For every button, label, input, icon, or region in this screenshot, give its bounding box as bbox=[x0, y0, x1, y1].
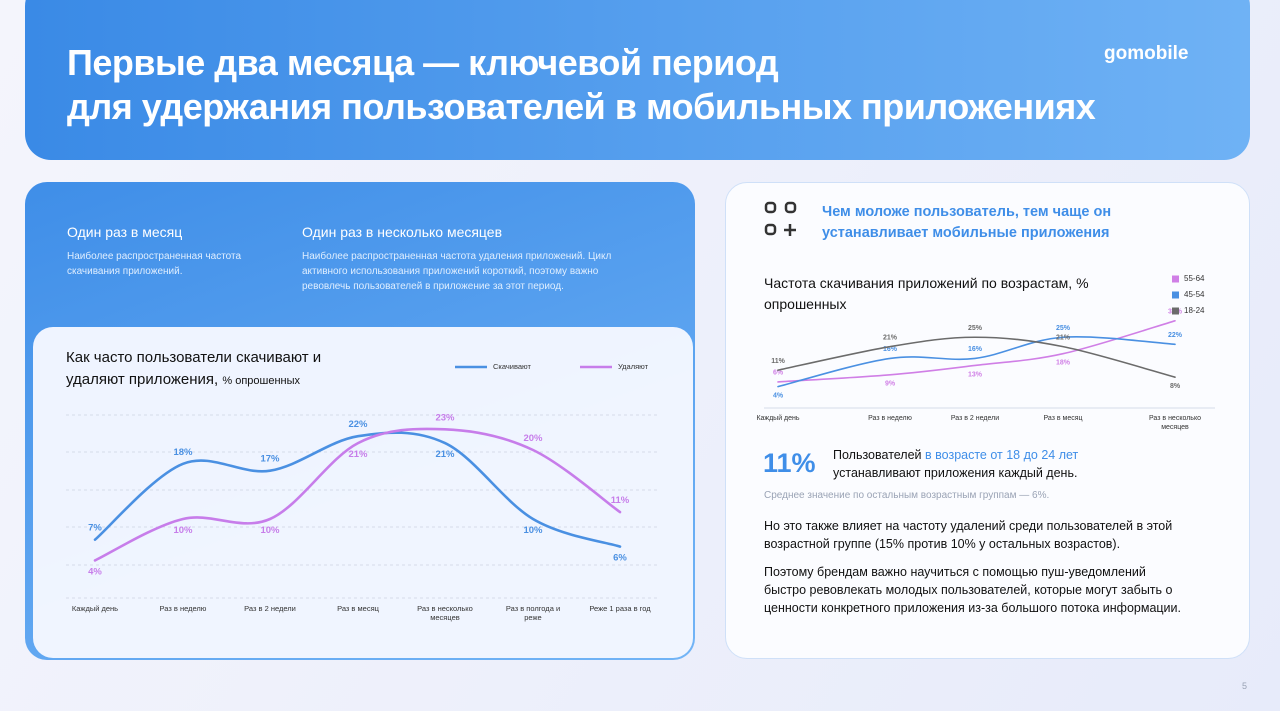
x-tick-label: Раз в несколько месяцев bbox=[1149, 415, 1201, 431]
brand: gomobile bbox=[1104, 43, 1189, 64]
value-label: 21% bbox=[435, 449, 455, 460]
line bbox=[93, 427, 622, 562]
legend-label: 45-54 bbox=[1184, 290, 1205, 299]
x-tick-label: Каждый день bbox=[71, 604, 119, 613]
block-title: Один раз в несколько месяцев bbox=[302, 224, 503, 240]
grid bbox=[66, 414, 660, 599]
value-label: 10% bbox=[260, 525, 280, 536]
legend-swatch bbox=[1172, 291, 1179, 299]
legend-swatch bbox=[1172, 307, 1179, 315]
x-tick-label: Раз в неделю bbox=[868, 415, 912, 422]
chart-title: Как часто пользователи скачивают и удаля… bbox=[66, 347, 366, 392]
x-tick-label: Раз в неделю bbox=[159, 604, 207, 613]
stat-text-end: устанавливают приложения каждый день. bbox=[833, 466, 1078, 480]
title: Первые два месяца — ключевой период bbox=[67, 42, 779, 83]
chart-title-text: Частота скачивания приложений по возраст… bbox=[764, 275, 1073, 291]
value-label: 22% bbox=[348, 419, 368, 430]
value-label: 21% bbox=[883, 334, 898, 341]
value-label: 16% bbox=[883, 346, 898, 353]
line bbox=[777, 336, 1176, 388]
x-tick-label: Раз в 2 недели bbox=[244, 604, 296, 613]
value-label: 20% bbox=[523, 433, 543, 444]
value-label: 18% bbox=[1056, 360, 1071, 367]
paragraph: Но это также влияет на частоту удалений … bbox=[764, 519, 1173, 551]
x-tick-label: Реже 1 раза в год bbox=[589, 604, 651, 613]
x-tick-label: Раз в месяц bbox=[1043, 415, 1083, 422]
page-number: 5 bbox=[1242, 681, 1248, 691]
value-label: 8% bbox=[1170, 383, 1181, 390]
block-text: Наиболее распространенная частота скачив… bbox=[67, 251, 242, 277]
value-label: 13% bbox=[968, 371, 983, 378]
note: Среднее значение по остальным возрастным… bbox=[764, 490, 1050, 501]
paragraph: Поэтому брендам важно научиться с помощь… bbox=[764, 565, 1181, 615]
value-label: 25% bbox=[1056, 325, 1071, 332]
legend-label: 18-24 bbox=[1184, 306, 1205, 315]
value-label: 25% bbox=[968, 325, 983, 332]
legend-label: Удаляют bbox=[618, 362, 649, 371]
x-tick-label: Каждый день bbox=[756, 415, 800, 422]
value-label: 7% bbox=[88, 523, 102, 534]
value-label: 6% bbox=[773, 370, 784, 377]
stat-text-start: Пользователей bbox=[833, 448, 922, 462]
value-label: 23% bbox=[435, 412, 455, 423]
header bbox=[25, 0, 1250, 160]
x-tick-label: Раз в несколько месяцев bbox=[417, 604, 473, 622]
value-label: 4% bbox=[88, 566, 102, 577]
value-label: 17% bbox=[260, 454, 280, 465]
legend-label: Скачивают bbox=[493, 362, 531, 371]
value-label: 6% bbox=[613, 553, 627, 564]
value-label: 16% bbox=[968, 346, 983, 353]
legend-label: 55-64 bbox=[1184, 274, 1205, 283]
value-label: 11% bbox=[771, 358, 785, 365]
x-tick-label: Раз в полгода и реже bbox=[505, 604, 561, 622]
block-text: Наиболее распространенная частота удален… bbox=[302, 251, 612, 292]
right-card bbox=[725, 182, 1250, 659]
value-label: 21% bbox=[348, 449, 368, 460]
stat-text: Пользователей в возрасте от 18 до 24 лет… bbox=[833, 446, 1133, 482]
legend-swatch bbox=[1172, 275, 1179, 283]
value-label: 18% bbox=[173, 447, 193, 458]
x-tick-label: Раз в месяц bbox=[337, 604, 379, 613]
value-label: 22% bbox=[1168, 332, 1183, 339]
value-label: 21% bbox=[1056, 334, 1071, 341]
value-label: 10% bbox=[523, 525, 543, 536]
chart-title: Частота скачивания приложений по возраст… bbox=[764, 273, 1114, 315]
headline: Чем моложе пользователь, тем чаще он уст… bbox=[822, 204, 1112, 241]
stat-highlight: в возрасте от 18 до 24 лет bbox=[925, 448, 1079, 462]
line bbox=[777, 336, 1176, 378]
line bbox=[93, 431, 622, 548]
chart-title-text: Как часто пользователи скачивают и удаля… bbox=[66, 349, 322, 388]
stat: 11% bbox=[763, 448, 816, 478]
value-label: 4% bbox=[773, 392, 784, 399]
chart-subtitle: % опрошенных bbox=[764, 275, 1089, 312]
block-title: Один раз в месяц bbox=[67, 224, 183, 240]
chart-subtitle: % опрошенных bbox=[222, 375, 301, 387]
icon bbox=[764, 201, 797, 236]
title: для удержания пользователей в мобильных … bbox=[67, 86, 1096, 127]
value-label: 9% bbox=[885, 381, 896, 388]
line bbox=[777, 320, 1176, 383]
value-label: 10% bbox=[173, 525, 193, 536]
x-tick-label: Раз в 2 недели bbox=[950, 415, 1000, 422]
value-label: 11% bbox=[611, 495, 630, 506]
